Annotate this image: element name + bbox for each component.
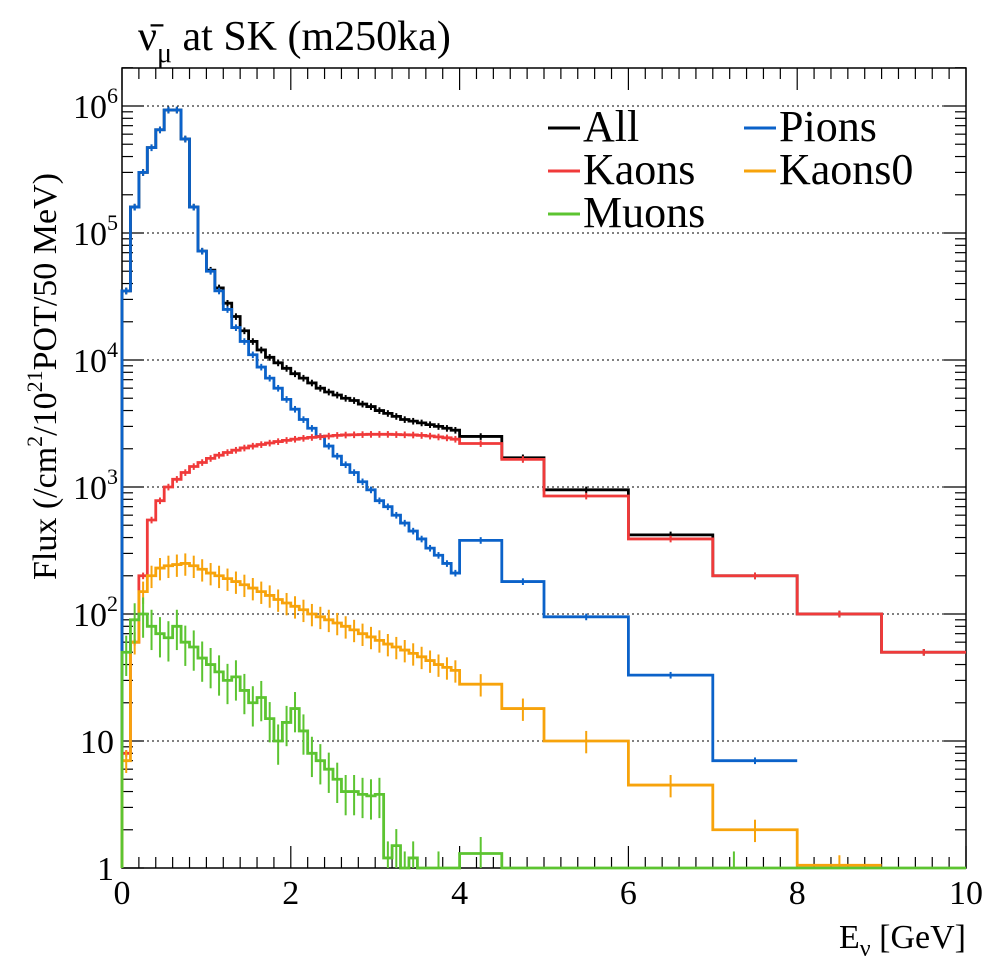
- histogram-pions: [120, 108, 798, 868]
- legend-item-muons: Muons: [548, 188, 705, 237]
- legend-label-all: All: [583, 102, 639, 151]
- y-tick-base: 10: [73, 597, 107, 634]
- y-tick-base: 10: [73, 216, 107, 253]
- y-tick-exp: 3: [107, 464, 118, 489]
- legend-label-kaons0: Kaons0: [779, 145, 913, 194]
- legend-label-muons: Muons: [583, 188, 705, 237]
- x-axis-label: Eν [GeV]: [839, 919, 966, 962]
- y-tick-base: 10: [73, 89, 107, 126]
- xlabel-rest: [GeV]: [871, 919, 966, 956]
- ylabel-mid: /10: [27, 392, 64, 435]
- ylabel-post: POT/50 MeV): [27, 173, 64, 370]
- y-tick-label: 1: [97, 851, 114, 888]
- x-tick-label: 4: [451, 875, 468, 912]
- x-tick-label: 2: [282, 875, 299, 912]
- y-tick-label: 104: [73, 337, 118, 380]
- grid-lines: [122, 105, 966, 742]
- series-group: [120, 106, 966, 870]
- ylabel-pre: Flux (/cm: [27, 447, 64, 580]
- legend: All Pions Kaons Kaons0 Muons: [548, 102, 913, 237]
- x-tick-label: 10: [949, 875, 983, 912]
- y-tick-base: 10: [73, 470, 107, 507]
- histogram-kaons: [120, 432, 966, 868]
- series-kaons0: [120, 553, 882, 868]
- legend-label-kaons: Kaons: [583, 145, 695, 194]
- legend-item-pions: Pions: [744, 102, 877, 151]
- x-tick-label: 8: [789, 875, 806, 912]
- series-kaons: [120, 431, 966, 868]
- y-tick-exp: 6: [107, 83, 118, 108]
- y-tick-base: 10: [73, 343, 107, 380]
- y-tick-exp: 2: [107, 591, 118, 616]
- x-tick-label: 0: [114, 875, 131, 912]
- y-tick-exp: 4: [107, 337, 118, 362]
- ylabel-sup2: 21: [22, 370, 47, 392]
- xlabel-e: E: [839, 919, 860, 956]
- histogram-muons: [120, 612, 966, 870]
- x-tick-label: 6: [620, 875, 637, 912]
- y-tick-label: 105: [73, 210, 118, 253]
- series-muons: [120, 597, 966, 870]
- chart-title: ν̄μ at SK (m250ka): [138, 14, 451, 69]
- legend-item-kaons: Kaons: [548, 145, 695, 194]
- y-tick-exp: 5: [107, 210, 118, 235]
- legend-label-pions: Pions: [779, 102, 877, 151]
- y-tick-label: 10: [80, 724, 114, 761]
- histogram-kaons0: [120, 562, 882, 868]
- title-rest: at SK (m250ka): [172, 14, 451, 60]
- title-sub: μ: [157, 38, 172, 69]
- legend-item-kaons0: Kaons0: [744, 145, 913, 194]
- y-tick-label: 103: [73, 464, 118, 507]
- y-tick-label: 102: [73, 591, 118, 634]
- legend-item-all: All: [548, 102, 639, 151]
- ylabel-sup1: 2: [22, 436, 47, 447]
- y-axis-label: Flux (/cm2/1021POT/50 MeV): [22, 173, 64, 580]
- xlabel-sub: ν: [860, 936, 871, 962]
- series-pions: [120, 106, 798, 868]
- y-tick-label: 106: [73, 83, 118, 126]
